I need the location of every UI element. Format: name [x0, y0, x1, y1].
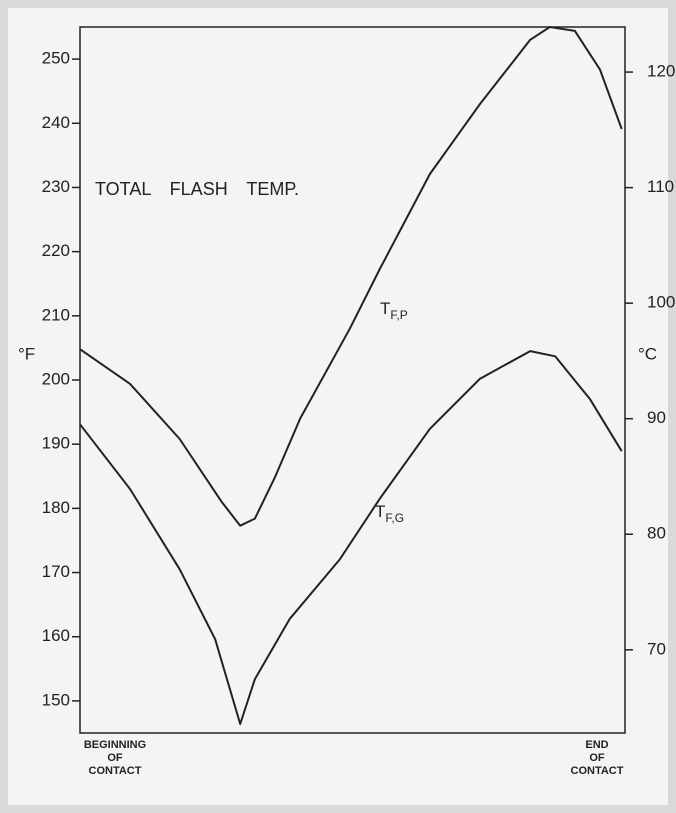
x-end-label: BEGINNING: [84, 739, 146, 751]
series-label-subscript: F,G: [385, 511, 404, 525]
series-label-subscript: F,P: [390, 308, 407, 322]
y2-tick-label: 110: [647, 177, 674, 196]
line: [79, 26, 623, 527]
series-label-name: T: [380, 299, 390, 318]
y-tick-label: 160: [42, 626, 70, 645]
x-end-label: END: [585, 739, 608, 751]
y-tick-label: 150: [42, 690, 70, 709]
y2-axis-label: °C: [638, 344, 657, 363]
x-end-label: CONTACT: [89, 765, 142, 777]
y2-tick-label: 120: [647, 62, 675, 81]
series-label: TF,G: [375, 502, 404, 525]
series-label: TF,P: [380, 299, 408, 322]
y2-tick-label: 70: [647, 639, 666, 658]
y-tick-label: 210: [42, 305, 70, 324]
annotation: TOTAL FLASH TEMP.: [95, 179, 299, 199]
y2-tick-label: 100: [647, 293, 675, 312]
y-axis-label: °F: [18, 344, 35, 363]
y-tick-label: 180: [42, 498, 70, 517]
x-end-label: CONTACT: [571, 765, 624, 777]
y-tick-label: 190: [42, 434, 70, 453]
series-label-name: T: [375, 502, 385, 521]
y-tick-label: 230: [42, 177, 70, 196]
y-tick-label: 220: [42, 241, 70, 260]
x-end-label: OF: [107, 752, 123, 764]
y-tick-label: 250: [42, 49, 70, 68]
y2-tick-label: 80: [647, 524, 666, 543]
y-tick-label: 240: [42, 113, 70, 132]
paper: [8, 8, 668, 805]
y2-tick-label: 90: [647, 408, 666, 427]
x-end-label: OF: [589, 752, 605, 764]
y-tick-label: 170: [42, 562, 70, 581]
line: [79, 350, 623, 725]
y-tick-label: 200: [42, 369, 70, 388]
